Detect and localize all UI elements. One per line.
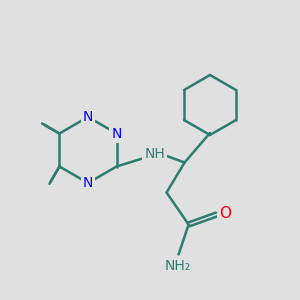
- Text: N: N: [83, 176, 93, 190]
- Text: NH: NH: [144, 148, 165, 161]
- Text: O: O: [220, 206, 232, 221]
- Text: N: N: [83, 110, 93, 124]
- Text: N: N: [111, 127, 122, 140]
- Text: NH₂: NH₂: [164, 259, 191, 272]
